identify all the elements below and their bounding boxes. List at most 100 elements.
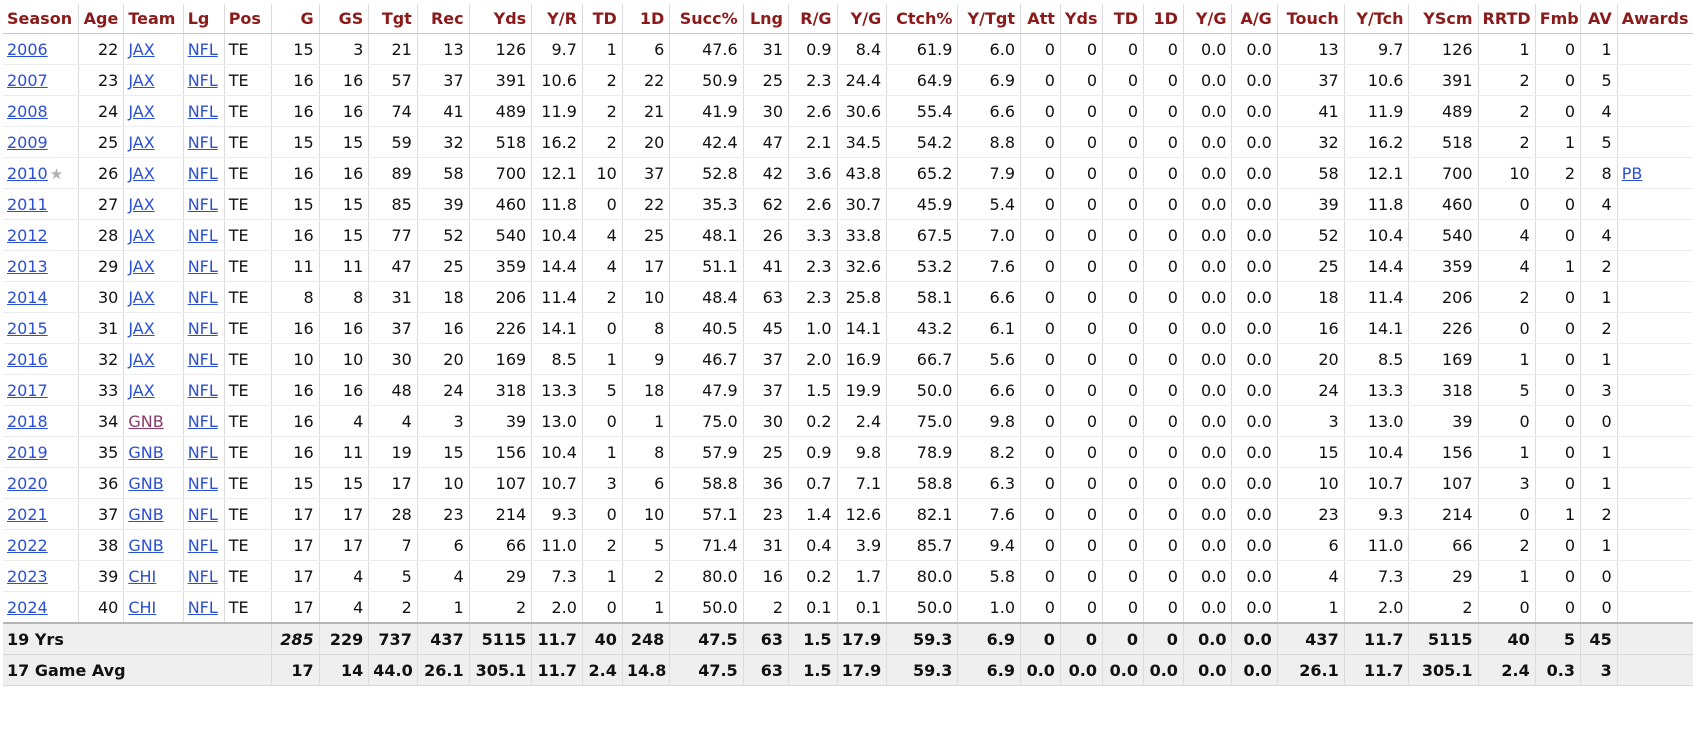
league-link[interactable]: NFL [187,411,218,431]
column-header-yds-9[interactable]: Yds [469,4,533,34]
column-header-rrtd-28[interactable]: RRTD [1478,4,1536,34]
season-link[interactable]: 2010 [7,163,48,183]
league-link[interactable]: NFL [187,473,218,493]
league-link[interactable]: NFL [187,380,218,400]
season-link[interactable]: 2011 [7,194,48,214]
column-header-lng-14[interactable]: Lng [743,4,790,34]
column-header-td-11[interactable]: TD [582,4,623,34]
column-header-lg-3[interactable]: Lg [183,4,225,34]
league-link[interactable]: NFL [187,566,218,586]
season-link[interactable]: 2013 [7,256,48,276]
column-header-g-5[interactable]: G [271,4,320,34]
season-link[interactable]: 2012 [7,225,48,245]
team-link[interactable]: JAX [128,163,155,183]
stat-cell: 2 [582,281,623,313]
season-link[interactable]: 2016 [7,349,48,369]
column-header-touch-25[interactable]: Touch [1277,4,1345,34]
stat-cell: 71.4 [669,529,744,561]
season-link[interactable]: 2009 [7,132,48,152]
league-link[interactable]: NFL [187,597,218,617]
stat-cell: 74 [368,95,418,127]
total-stat-cell: 437 [1277,622,1345,655]
column-header-ctch-17[interactable]: Ctch% [886,4,959,34]
team-link[interactable]: JAX [128,318,155,338]
league-link[interactable]: NFL [187,70,218,90]
team-link[interactable]: CHI [128,566,157,586]
column-header-yds-20[interactable]: Yds [1060,4,1104,34]
awards-cell [1617,250,1693,282]
league-link[interactable]: NFL [187,504,218,524]
column-header-td-21[interactable]: TD [1102,4,1144,34]
column-header-1d-12[interactable]: 1D [622,4,671,34]
league-link[interactable]: NFL [187,349,218,369]
league-link[interactable]: NFL [187,535,218,555]
column-header-fmb-29[interactable]: Fmb [1535,4,1582,34]
team-link[interactable]: GNB [128,473,164,493]
team-link[interactable]: JAX [128,194,155,214]
column-header-a-g-24[interactable]: A/G [1231,4,1278,34]
season-link[interactable]: 2007 [7,70,48,90]
column-header-gs-6[interactable]: GS [319,4,370,34]
team-link[interactable]: GNB [128,504,164,524]
team-link[interactable]: GNB [128,535,164,555]
stat-cell: 41 [743,250,790,282]
team-link[interactable]: JAX [128,225,155,245]
team-link[interactable]: JAX [128,101,155,121]
team-link[interactable]: JAX [128,132,155,152]
season-link[interactable]: 2014 [7,287,48,307]
column-header-team-2[interactable]: Team [123,4,184,34]
season-link[interactable]: 2017 [7,380,48,400]
league-link[interactable]: NFL [187,442,218,462]
league-link[interactable]: NFL [187,318,218,338]
team-link[interactable]: CHI [128,597,157,617]
team-link[interactable]: JAX [128,256,155,276]
season-link[interactable]: 2006 [7,39,48,59]
team-link[interactable]: JAX [128,287,155,307]
season-link[interactable]: 2015 [7,318,48,338]
season-link[interactable]: 2020 [7,473,48,493]
stat-cell: 0.7 [788,467,838,499]
column-header-y-tgt-18[interactable]: Y/Tgt [957,4,1021,34]
table-footer: 19 Yrs 285 229 737 437 5115 11.7 40 248 47.5 63 1.5… [3,622,1693,686]
season-link[interactable]: 2024 [7,597,48,617]
column-header-y-tch-26[interactable]: Y/Tch [1344,4,1410,34]
column-header-y-g-23[interactable]: Y/G [1183,4,1233,34]
season-link[interactable]: 2022 [7,535,48,555]
column-header-pos-4[interactable]: Pos [224,4,273,34]
team-link[interactable]: JAX [128,349,155,369]
stat-cell: 0.1 [788,591,838,624]
league-link[interactable]: NFL [187,101,218,121]
column-header-r-g-15[interactable]: R/G [788,4,838,34]
season-link[interactable]: 2008 [7,101,48,121]
season-link[interactable]: 2018 [7,411,48,431]
league-link[interactable]: NFL [187,194,218,214]
column-header-awards-31[interactable]: Awards [1617,4,1693,34]
column-header-season-0[interactable]: Season [3,4,80,34]
league-link[interactable]: NFL [187,39,218,59]
column-header-att-19[interactable]: Att [1020,4,1061,34]
league-link[interactable]: NFL [187,163,218,183]
league-link[interactable]: NFL [187,287,218,307]
team-link[interactable]: GNB [128,411,164,431]
league-link[interactable]: NFL [187,256,218,276]
team-link[interactable]: JAX [128,70,155,90]
season-link[interactable]: 2021 [7,504,48,524]
season-link[interactable]: 2019 [7,442,48,462]
award-link[interactable]: PB [1621,163,1643,183]
team-link[interactable]: JAX [128,39,155,59]
team-link[interactable]: GNB [128,442,164,462]
column-header-succ-13[interactable]: Succ% [669,4,744,34]
column-header-y-g-16[interactable]: Y/G [837,4,888,34]
season-link[interactable]: 2023 [7,566,48,586]
column-header-yscm-27[interactable]: YScm [1408,4,1479,34]
team-link[interactable]: JAX [128,380,155,400]
stat-cell: 8 [622,312,671,344]
column-header-1d-22[interactable]: 1D [1143,4,1184,34]
column-header-tgt-7[interactable]: Tgt [368,4,418,34]
column-header-rec-8[interactable]: Rec [417,4,470,34]
column-header-av-30[interactable]: AV [1580,4,1618,34]
column-header-age-1[interactable]: Age [78,4,125,34]
league-link[interactable]: NFL [187,132,218,152]
league-link[interactable]: NFL [187,225,218,245]
column-header-y-r-10[interactable]: Y/R [531,4,583,34]
